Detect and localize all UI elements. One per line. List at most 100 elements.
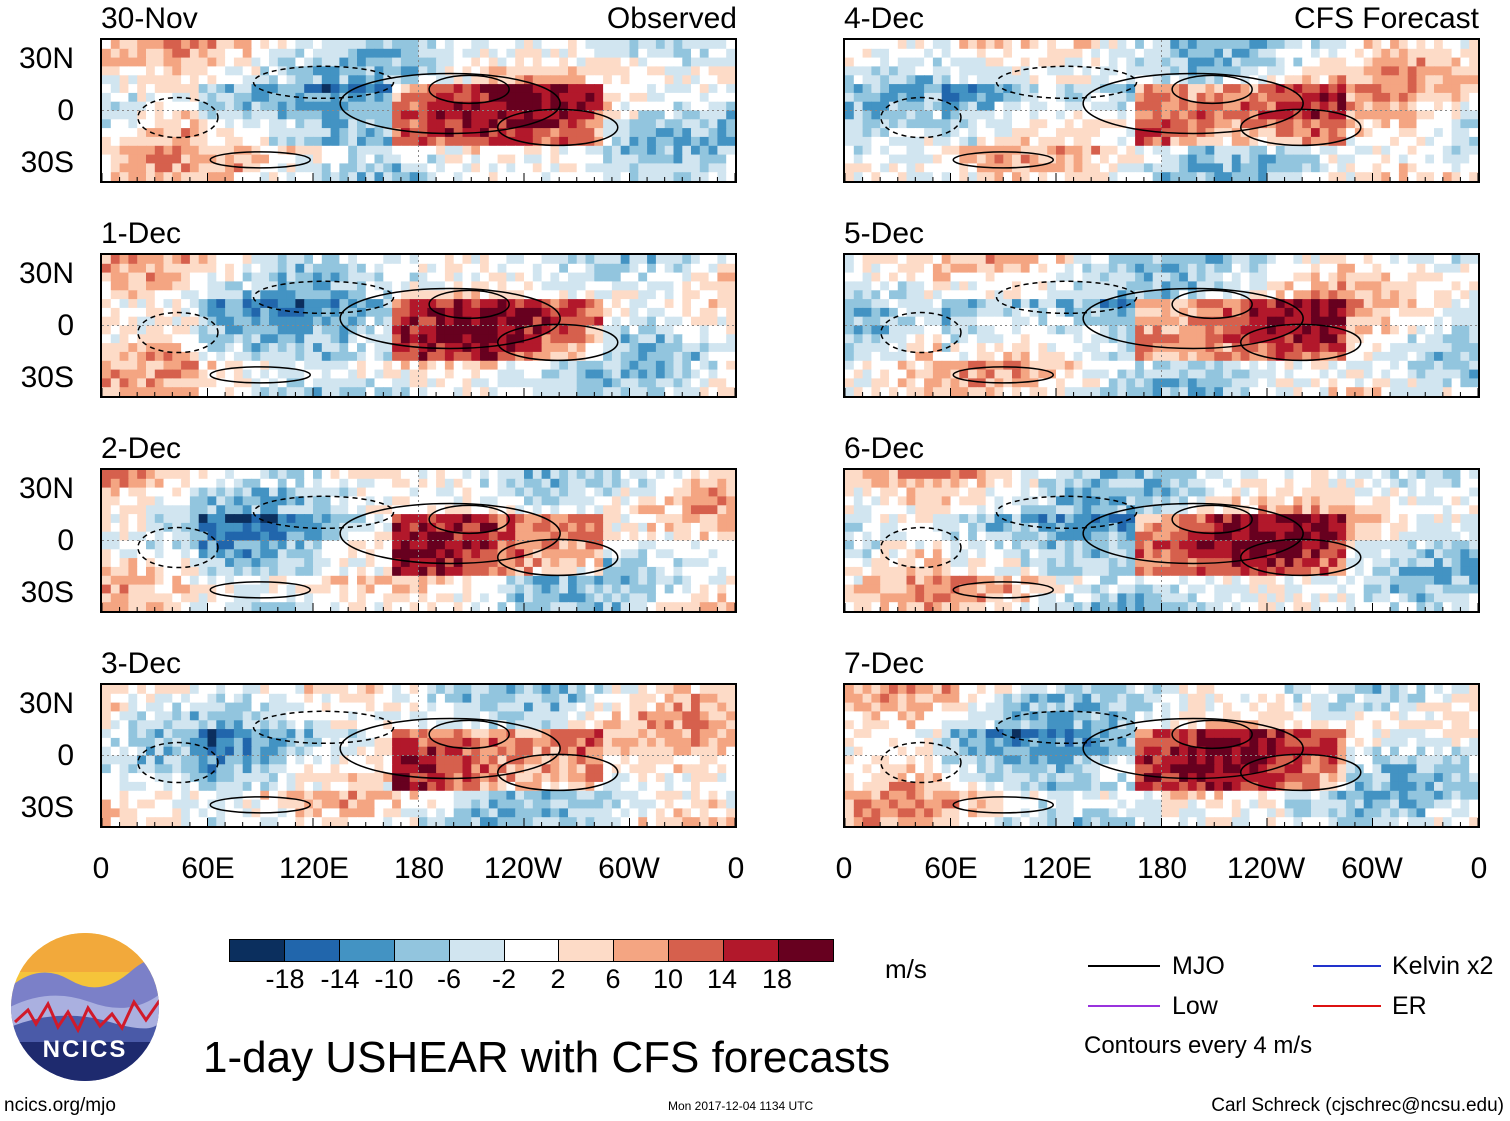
panel-title-obs-3: 3-Dec xyxy=(101,647,182,680)
colorbar-tick: 2 xyxy=(550,964,566,994)
lon-tick: 120W xyxy=(483,852,563,885)
mjo-contour-negative xyxy=(252,280,395,315)
map-panel xyxy=(843,683,1480,828)
mjo-contour-negative xyxy=(880,526,962,569)
lat-tick-30n: 30N xyxy=(18,472,74,505)
mjo-contour xyxy=(1082,287,1304,350)
panel-title-fcst-2: 6-Dec xyxy=(844,432,925,465)
mjo-contour xyxy=(209,151,311,169)
map-panel xyxy=(843,468,1480,613)
lon-tick: 0 xyxy=(1470,852,1488,885)
lon-tick: 120W xyxy=(1226,852,1306,885)
colorbar-tick: -14 xyxy=(320,964,360,994)
mjo-contour xyxy=(209,796,311,814)
lat-tick-30n: 30N xyxy=(18,42,74,75)
colorbar-tick: -6 xyxy=(436,964,461,994)
shear-field xyxy=(845,685,1478,826)
colorbar-tick: -2 xyxy=(491,964,516,994)
mjo-contour-negative xyxy=(995,710,1138,745)
mjo-contour xyxy=(1171,289,1253,320)
legend-line-er xyxy=(1313,1005,1381,1007)
colorbar xyxy=(229,939,834,962)
shear-field xyxy=(845,40,1478,181)
mjo-contour xyxy=(428,289,510,320)
lon-tick: 120E xyxy=(1021,852,1093,885)
shear-field xyxy=(102,470,735,611)
map-panel xyxy=(100,468,737,613)
mjo-contour-negative xyxy=(252,65,395,100)
lon-tick: 60W xyxy=(1341,852,1403,885)
mjo-contour-negative xyxy=(137,741,219,784)
colorbar-swatch xyxy=(723,939,780,962)
mjo-contour xyxy=(1082,502,1304,565)
colorbar-tick: -10 xyxy=(374,964,414,994)
forecast-label: CFS Forecast xyxy=(1293,2,1479,35)
observed-label: Observed xyxy=(606,2,737,35)
colorbar-tick: 6 xyxy=(605,964,621,994)
lon-tick: 60W xyxy=(598,852,660,885)
colorbar-tick: -18 xyxy=(265,964,305,994)
mjo-contour xyxy=(952,581,1054,599)
panel-title-fcst-3: 7-Dec xyxy=(844,647,925,680)
mjo-contour xyxy=(339,502,561,565)
mjo-contour-negative xyxy=(252,710,395,745)
colorbar-tick: 10 xyxy=(652,964,684,994)
mjo-contour xyxy=(209,581,311,599)
mjo-contour xyxy=(1082,717,1304,780)
colorbar-swatch xyxy=(229,939,285,962)
lon-tick: 0 xyxy=(727,852,745,885)
mjo-contour xyxy=(952,366,1054,384)
lat-tick-eq: 0 xyxy=(57,309,74,342)
colorbar-swatch xyxy=(393,939,450,962)
panel-title-fcst-0: 4-Dec xyxy=(844,2,925,35)
legend-label-kelvin: Kelvin x2 xyxy=(1392,952,1494,980)
colorbar-swatch xyxy=(668,939,725,962)
map-panel xyxy=(100,683,737,828)
mjo-contour xyxy=(339,717,561,780)
mjo-contour xyxy=(952,151,1054,169)
footer-url[interactable]: ncics.org/mjo xyxy=(4,1095,116,1116)
lon-tick: 120E xyxy=(278,852,350,885)
mjo-contour xyxy=(339,287,561,350)
legend-line-low xyxy=(1088,1005,1160,1007)
lat-tick-eq: 0 xyxy=(57,94,74,127)
lat-tick-eq: 0 xyxy=(57,524,74,557)
lon-tick: 0 xyxy=(92,852,110,885)
colorbar-swatch xyxy=(778,939,834,962)
legend-line-mjo xyxy=(1088,965,1160,967)
legend-label-er: ER xyxy=(1392,992,1427,1020)
shear-field xyxy=(845,470,1478,611)
mjo-contour-negative xyxy=(995,495,1138,530)
lat-tick-30s: 30S xyxy=(20,361,74,394)
footer-timestamp: Mon 2017-12-04 1134 UTC xyxy=(668,1099,814,1113)
colorbar-swatch xyxy=(338,939,395,962)
legend-label-low: Low xyxy=(1172,992,1218,1020)
map-panel xyxy=(843,253,1480,398)
mjo-contour xyxy=(1082,72,1304,135)
mjo-contour-negative xyxy=(137,311,219,354)
mjo-contour xyxy=(209,366,311,384)
panel-title-fcst-1: 5-Dec xyxy=(844,217,925,250)
chart-title: 1-day USHEAR with CFS forecasts xyxy=(203,1033,891,1082)
mjo-contour xyxy=(1171,719,1253,750)
colorbar-swatch xyxy=(613,939,670,962)
mjo-contour-negative xyxy=(137,526,219,569)
colorbar-swatch xyxy=(448,939,505,962)
mjo-contour-negative xyxy=(880,311,962,354)
mjo-contour-negative xyxy=(995,280,1138,315)
colorbar-swatch xyxy=(558,939,615,962)
mjo-contour-negative xyxy=(880,96,962,139)
lat-tick-30n: 30N xyxy=(18,687,74,720)
panel-title-obs-1: 1-Dec xyxy=(101,217,182,250)
mjo-contour xyxy=(339,72,561,135)
shear-field xyxy=(102,40,735,181)
panel-title-obs-2: 2-Dec xyxy=(101,432,182,465)
legend-line-kelvin xyxy=(1313,965,1381,967)
footer-author: Carl Schreck (cjschrec@ncsu.edu) xyxy=(1211,1095,1504,1116)
contour-note: Contours every 4 m/s xyxy=(1084,1032,1313,1059)
panel-title-obs-0: 30-Nov xyxy=(101,2,198,35)
lon-tick: 60E xyxy=(181,852,235,885)
mjo-contour xyxy=(428,504,510,535)
map-panel xyxy=(100,253,737,398)
logo-text: NCICS xyxy=(42,1036,128,1063)
